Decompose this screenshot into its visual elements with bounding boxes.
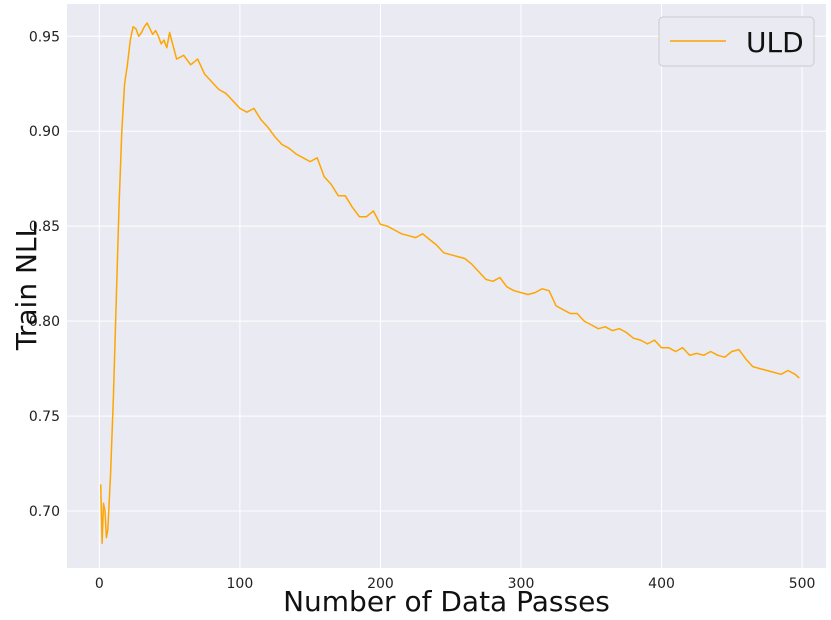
x-tick-label: 0 xyxy=(95,576,104,592)
grid xyxy=(67,4,826,568)
x-axis-label: Number of Data Passes xyxy=(283,585,610,618)
x-axis-ticks: 0 100 200 300 400 500 xyxy=(95,576,816,592)
series-line-uld xyxy=(99,22,800,545)
x-tick-label: 300 xyxy=(508,576,535,592)
y-tick-label: 0.95 xyxy=(29,29,60,45)
series-lines xyxy=(99,22,800,545)
plot-area xyxy=(67,4,826,568)
legend-label-uld: ULD xyxy=(746,26,804,59)
y-tick-label: 0.85 xyxy=(29,219,60,235)
x-tick-label: 500 xyxy=(789,576,816,592)
x-tick-label: 100 xyxy=(227,576,254,592)
y-axis-ticks: 0.70 0.75 0.80 0.85 0.90 0.95 xyxy=(29,29,60,520)
y-axis-label: Train NLL xyxy=(10,221,43,351)
x-tick-label: 200 xyxy=(367,576,394,592)
x-tick-label: 400 xyxy=(648,576,675,592)
y-tick-label: 0.70 xyxy=(29,504,60,520)
y-tick-label: 0.80 xyxy=(29,314,60,330)
legend-box xyxy=(658,16,815,67)
y-tick-label: 0.90 xyxy=(29,124,60,140)
legend: ULD xyxy=(658,16,815,67)
y-tick-label: 0.75 xyxy=(29,409,60,425)
